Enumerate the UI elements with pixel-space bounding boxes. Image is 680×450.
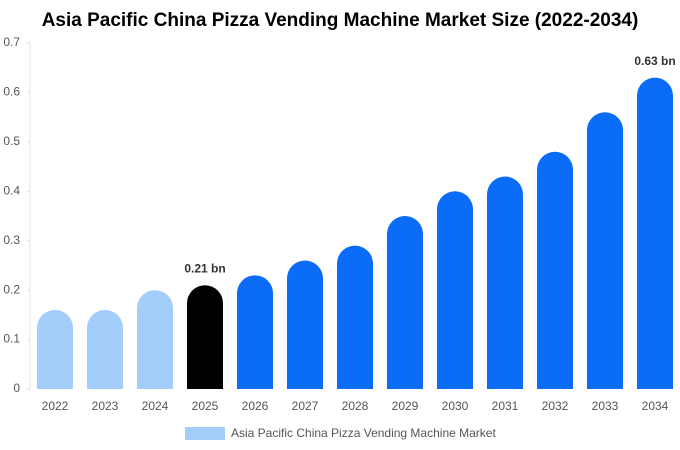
x-tick-label: 2031 [492, 399, 519, 413]
legend-swatch [185, 427, 225, 440]
data-label: 0.21 bn [184, 261, 225, 275]
x-tick-label: 2022 [42, 399, 69, 413]
x-tick-label: 2033 [592, 399, 619, 413]
y-tick-label: 0.2 [3, 282, 20, 296]
bar [37, 309, 73, 389]
x-tick-label: 2028 [342, 399, 369, 413]
x-tick-label: 2029 [392, 399, 419, 413]
x-tick-label: 2027 [292, 399, 319, 413]
bar [637, 77, 673, 389]
bar [237, 275, 273, 389]
chart-title: Asia Pacific China Pizza Vending Machine… [42, 10, 639, 31]
y-tick-label: 0 [13, 381, 20, 395]
y-tick-label: 0.1 [3, 332, 20, 346]
bar [387, 216, 423, 389]
legend-label: Asia Pacific China Pizza Vending Machine… [231, 426, 496, 440]
y-tick-label: 0.6 [3, 85, 20, 99]
bar [437, 191, 473, 389]
bar [87, 309, 123, 389]
x-tick-label: 2032 [542, 399, 569, 413]
data-label: 0.63 bn [634, 54, 675, 68]
x-tick-label: 2030 [442, 399, 469, 413]
y-tick-label: 0.4 [3, 183, 20, 197]
bar [187, 285, 223, 389]
bar [587, 112, 623, 389]
x-tick-label: 2034 [642, 399, 669, 413]
bar [137, 290, 173, 389]
y-tick-label: 0.5 [3, 134, 20, 148]
bar [537, 151, 573, 389]
x-tick-label: 2024 [142, 399, 169, 413]
bar [337, 245, 373, 389]
bar [287, 260, 323, 389]
y-tick-label: 0.7 [3, 35, 20, 49]
x-tick-label: 2025 [192, 399, 219, 413]
bar [487, 176, 523, 389]
y-tick-label: 0.3 [3, 233, 20, 247]
x-tick-label: 2023 [92, 399, 119, 413]
x-tick-label: 2026 [242, 399, 269, 413]
